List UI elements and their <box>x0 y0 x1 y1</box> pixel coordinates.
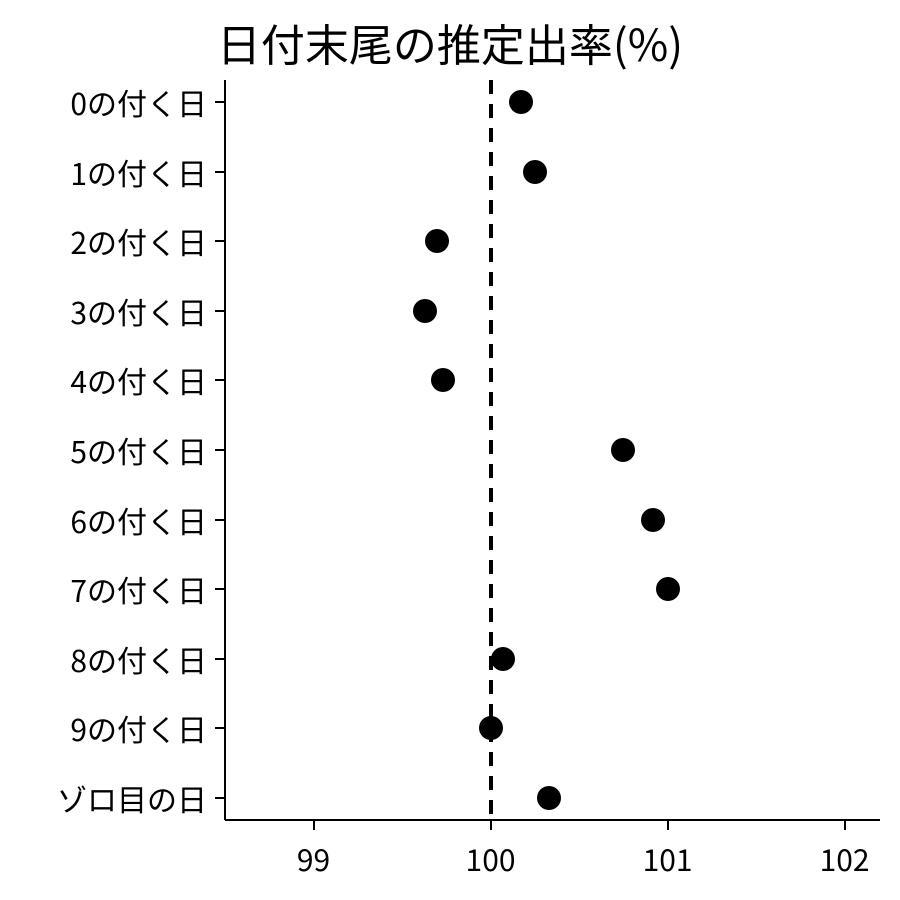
y-tick-label: ゾロ目の日 <box>57 776 207 820</box>
x-tick <box>667 820 669 830</box>
x-tick-label: 102 <box>820 836 870 880</box>
x-tick-label: 101 <box>643 836 693 880</box>
y-tick <box>215 797 225 799</box>
data-point <box>431 368 455 392</box>
data-point <box>413 299 437 323</box>
y-tick <box>215 588 225 590</box>
y-tick <box>215 101 225 103</box>
y-tick <box>215 310 225 312</box>
data-point <box>491 647 515 671</box>
data-point <box>611 438 635 462</box>
reference-line <box>489 80 493 820</box>
data-point <box>523 160 547 184</box>
plot-area <box>225 80 880 820</box>
y-tick-label: 5の付く日 <box>70 428 207 472</box>
chart-title: 日付末尾の推定出率(%) <box>0 10 900 74</box>
y-tick-label: 3の付く日 <box>70 289 207 333</box>
chart-container: 日付末尾の推定出率(%) 99 100 101 102 0の付く日 1の付く日 2の付く日 3… <box>0 0 900 900</box>
data-point <box>479 716 503 740</box>
y-tick-label: 8の付く日 <box>70 637 207 681</box>
y-tick <box>215 240 225 242</box>
data-point <box>656 577 680 601</box>
data-point <box>641 508 665 532</box>
y-tick <box>215 449 225 451</box>
y-tick <box>215 727 225 729</box>
y-tick <box>215 519 225 521</box>
x-tick <box>844 820 846 830</box>
y-tick-label: 2の付く日 <box>70 219 207 263</box>
data-point <box>509 90 533 114</box>
x-tick <box>490 820 492 830</box>
data-point <box>425 229 449 253</box>
x-axis-line <box>225 819 880 821</box>
x-tick <box>313 820 315 830</box>
y-tick <box>215 171 225 173</box>
y-tick <box>215 658 225 660</box>
y-tick <box>215 379 225 381</box>
y-tick-label: 9の付く日 <box>70 706 207 750</box>
y-tick-label: 7の付く日 <box>70 567 207 611</box>
y-tick-label: 4の付く日 <box>70 358 207 402</box>
y-tick-label: 1の付く日 <box>70 150 207 194</box>
y-tick-label: 6の付く日 <box>70 498 207 542</box>
x-tick-label: 100 <box>466 836 516 880</box>
data-point <box>537 786 561 810</box>
x-tick-label: 99 <box>297 836 330 880</box>
y-tick-label: 0の付く日 <box>70 80 207 124</box>
